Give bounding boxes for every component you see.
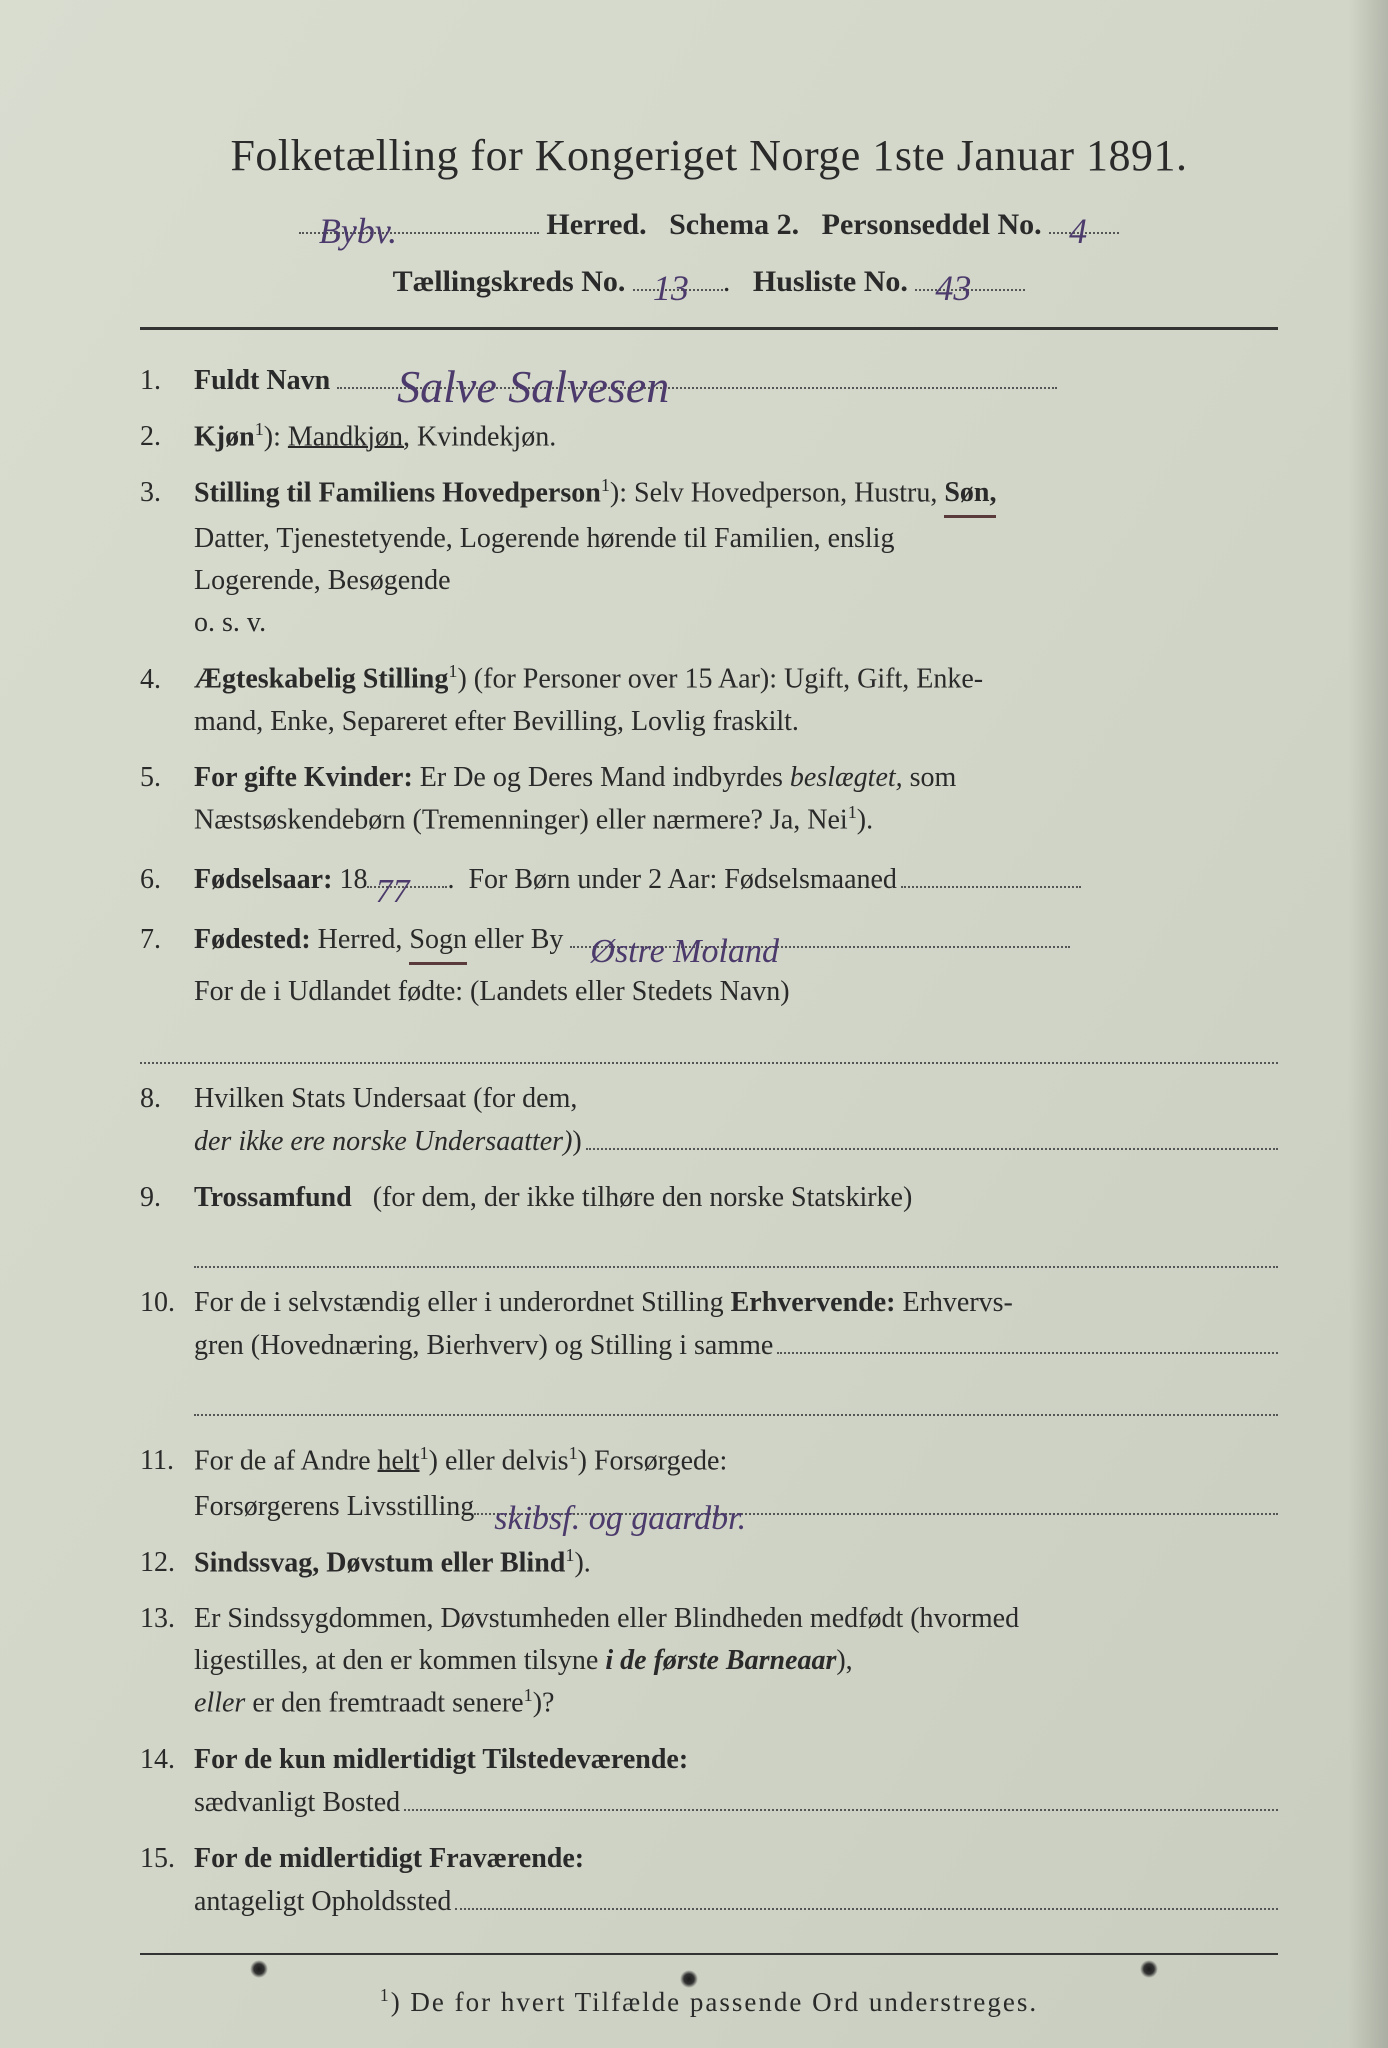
question-10: 10. For de i selvstændig eller i underor… <box>140 1282 1278 1416</box>
form-header: Folketælling for Kongeriget Norge 1ste J… <box>140 130 1278 299</box>
divider-bottom <box>140 1953 1278 1955</box>
q2-label: Kjøn <box>194 421 255 452</box>
schema-label: Schema 2. <box>669 208 799 241</box>
question-11: 11. For de af Andre helt1) eller delvis1… <box>140 1440 1278 1528</box>
question-12: 12. Sindssvag, Døvstum eller Blind1). <box>140 1542 1278 1584</box>
q3-selected: Søn, <box>944 472 996 518</box>
personseddel-label: Personseddel No. <box>822 208 1042 241</box>
footnote: 1) De for hvert Tilfælde passende Ord un… <box>140 1985 1278 2018</box>
q14-label: For de kun midlertidigt Tilstedeværende: <box>194 1744 688 1775</box>
q14-field <box>404 1781 1278 1811</box>
q7-value: Østre Moland <box>590 938 779 965</box>
question-7: 7. Fødested: Herred, Sogn eller By Østre… <box>140 915 1278 1013</box>
census-form-page: Folketælling for Kongeriget Norge 1ste J… <box>0 0 1388 2048</box>
question-2: 2. Kjøn1): Mandkjøn, Kvindekjøn. <box>140 416 1278 458</box>
husliste-field: 43 <box>915 256 1025 299</box>
page-shadow <box>1348 0 1388 2048</box>
q3-label: Stilling til Familiens Hovedperson <box>194 477 601 508</box>
pinhole-icon <box>1140 1960 1158 1978</box>
q6-year-value: 77 <box>375 878 409 905</box>
question-5: 5. For gifte Kvinder: Er De og Deres Man… <box>140 757 1278 841</box>
form-title: Folketælling for Kongeriget Norge 1ste J… <box>140 130 1278 181</box>
q2-selected: Mandkjøn, <box>288 421 410 452</box>
question-15: 15. For de midlertidigt Fraværende: anta… <box>140 1838 1278 1923</box>
q10-field-b <box>194 1383 1278 1416</box>
q6-year-field: 77 <box>367 855 447 901</box>
herred-field: Bybv. <box>299 199 539 242</box>
pinhole-icon <box>680 1970 698 1988</box>
question-4: 4. Ægteskabelig Stilling1) (for Personer… <box>140 658 1278 742</box>
question-3: 3. Stilling til Familiens Hovedperson1):… <box>140 472 1278 644</box>
husliste-label: Husliste No. <box>753 265 908 298</box>
q1-value: Salve Salvesen <box>397 369 669 406</box>
q11-value: skibsf. og gaardbr. <box>494 1505 746 1532</box>
q7-label: Fødested: <box>194 924 311 955</box>
blank-line-7b <box>140 1045 1278 1065</box>
q5-label: For gifte Kvinder: <box>194 762 413 793</box>
kreds-value: 13 <box>653 274 689 303</box>
q4-label: Ægteskabelig Stilling <box>194 664 448 695</box>
q9-label: Trossamfund <box>194 1182 352 1213</box>
q1-label: Fuldt Navn <box>194 365 330 396</box>
kreds-label: Tællingskreds No. <box>393 265 626 298</box>
q7-selected: Sogn <box>409 919 467 965</box>
header-line-1: Bybv. Herred. Schema 2. Personseddel No.… <box>140 199 1278 242</box>
q15-field <box>455 1880 1278 1910</box>
personseddel-value: 4 <box>1069 217 1087 246</box>
q6-month-label: For Børn under 2 Aar: Fødselsmaaned <box>468 859 897 901</box>
herred-value: Bybv. <box>319 217 397 246</box>
q9-field <box>194 1235 1278 1268</box>
personseddel-field: 4 <box>1049 199 1119 242</box>
question-13: 13. Er Sindssygdommen, Døvstumheden elle… <box>140 1598 1278 1724</box>
question-8: 8. Hvilken Stats Undersaat (for dem, der… <box>140 1078 1278 1163</box>
question-1: 1. Fuldt Navn Salve Salvesen <box>140 356 1278 402</box>
husliste-value: 43 <box>935 274 971 303</box>
q6-label: Fødselsaar: <box>194 859 332 901</box>
question-9: 9. Trossamfund (for dem, der ikke tilhør… <box>140 1177 1278 1268</box>
q15-label: For de midlertidigt Fraværende: <box>194 1843 584 1874</box>
divider-top <box>140 327 1278 330</box>
q10-field-a <box>777 1324 1278 1354</box>
q6-month-field <box>901 858 1081 888</box>
q7-field: Østre Moland <box>570 915 1070 961</box>
q8-field <box>586 1120 1278 1150</box>
header-line-2: Tællingskreds No. 13 . Husliste No. 43 <box>140 256 1278 299</box>
pinhole-icon <box>250 1960 268 1978</box>
q12-label: Sindssvag, Døvstum eller Blind <box>194 1547 565 1578</box>
kreds-field: 13 <box>633 256 723 299</box>
q1-field: Salve Salvesen <box>337 356 1057 402</box>
question-6: 6. Fødselsaar: 18 77 . For Børn under 2 … <box>140 855 1278 901</box>
herred-label: Herred. <box>546 208 646 241</box>
question-14: 14. For de kun midlertidigt Tilstedevære… <box>140 1739 1278 1824</box>
q11-field: skibsf. og gaardbr. <box>474 1482 1278 1528</box>
